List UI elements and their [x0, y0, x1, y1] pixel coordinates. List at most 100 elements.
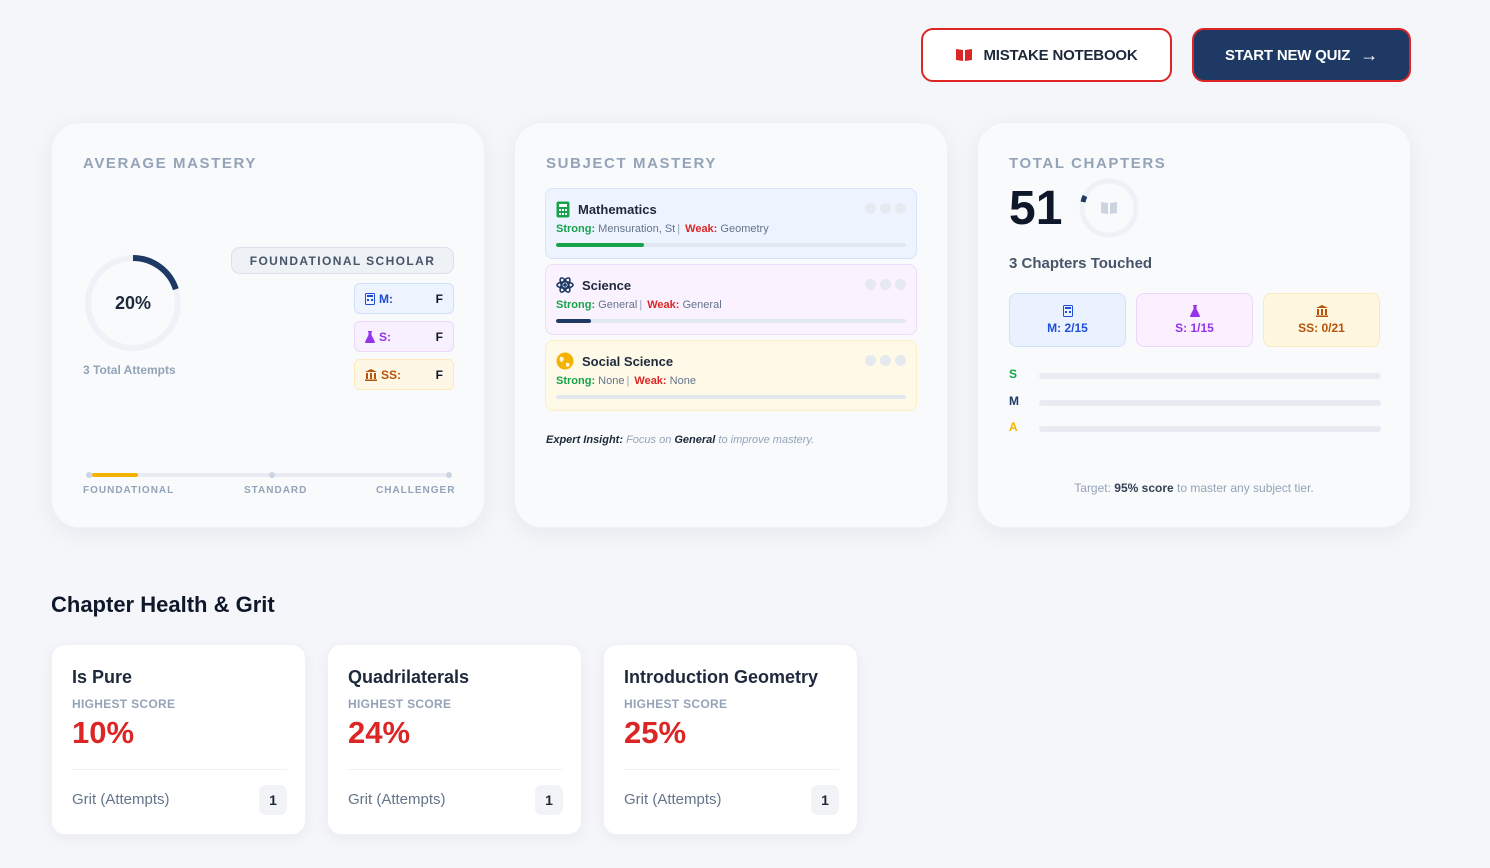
- mistake-notebook-button[interactable]: MISTAKE NOTEBOOK: [921, 28, 1172, 82]
- grade-label-math: M:: [379, 291, 393, 306]
- strong-topics: None: [598, 375, 625, 387]
- grade-value-science: F: [435, 329, 443, 344]
- insight-prefix: Expert Insight:: [546, 434, 624, 446]
- subject-mastery-card: SUBJECT MASTERY Mathematics Strong: Mens…: [514, 122, 948, 528]
- tier-dot-standard: [269, 472, 275, 478]
- target-bold: 95% score: [1114, 481, 1174, 495]
- grade-pill-science: S: F: [354, 321, 454, 352]
- calculator-icon: [365, 292, 375, 305]
- subject-row-social-science[interactable]: Social Science Strong: None | Weak: None: [545, 340, 917, 411]
- landmark-icon: [1315, 305, 1328, 317]
- tier-row-m: M: [1009, 394, 1381, 408]
- tier-dot-challenger: [446, 472, 452, 478]
- chapter-name: Introduction Geometry: [624, 667, 819, 687]
- open-book-icon: [1101, 202, 1117, 214]
- subject-menu-dots: [865, 355, 906, 366]
- flask-icon: [365, 330, 375, 343]
- landmark-icon: [365, 368, 377, 381]
- mastery-percent: 20%: [114, 292, 152, 313]
- subject-row-mathematics[interactable]: Mathematics Strong: Mensuration, St | Wea…: [545, 188, 917, 259]
- expert-insight: Expert Insight: Focus on General to impr…: [546, 434, 814, 446]
- target-note: Target: 95% score to master any subject …: [978, 481, 1410, 495]
- strong-label: Strong:: [556, 299, 596, 311]
- target-suffix: to master any subject tier.: [1173, 481, 1314, 495]
- grit-label: Grit (Attempts): [624, 791, 722, 808]
- grade-label-science: S:: [379, 329, 391, 344]
- globe-icon: [556, 352, 574, 370]
- chapter-name: Quadrilaterals: [348, 667, 470, 687]
- strong-label: Strong:: [556, 223, 596, 235]
- grade-value-social-science: F: [435, 367, 443, 382]
- chapter-box-science: S: 1/15: [1136, 293, 1253, 347]
- subject-row-science[interactable]: Science Strong: General | Weak: General: [545, 264, 917, 335]
- total-chapters-card: TOTAL CHAPTERS 51 3 Chapters Touched M: …: [977, 122, 1411, 528]
- subject-menu-dots: [865, 279, 906, 290]
- chapters-touched: 3 Chapters Touched: [1009, 255, 1153, 272]
- subject-progress-track: [556, 319, 906, 323]
- chapter-card[interactable]: Quadrilaterals HIGHEST SCORE 24% Grit (A…: [327, 644, 582, 835]
- total-attempts: 3 Total Attempts: [83, 363, 176, 377]
- divider: [72, 769, 287, 770]
- grade-label-social-science: SS:: [381, 367, 402, 382]
- subject-name: Mathematics: [578, 201, 657, 217]
- weak-label: Weak:: [634, 375, 667, 387]
- arrow-right-icon: →: [1360, 44, 1379, 65]
- subject-progress-fill: [556, 243, 644, 247]
- average-mastery-card: AVERAGE MASTERY 20% 3 Total Attempts FOU…: [51, 122, 485, 528]
- subject-progress-track: [556, 243, 906, 247]
- strong-topics: Mensuration, St: [598, 223, 676, 235]
- flask-icon: [1189, 305, 1200, 317]
- calculator-icon: [556, 201, 570, 217]
- weak-topics: None: [669, 375, 696, 387]
- strong-topics: General: [598, 299, 638, 311]
- mastery-ring: 20%: [83, 253, 183, 353]
- weak-label: Weak:: [685, 223, 718, 235]
- atom-icon: [556, 277, 574, 293]
- strong-label: Strong:: [556, 375, 596, 387]
- total-chapters-title: TOTAL CHAPTERS: [1009, 155, 1167, 172]
- highest-score-label: HIGHEST SCORE: [348, 697, 452, 711]
- highest-score-value: 24%: [348, 715, 411, 750]
- scholar-badge: FOUNDATIONAL SCHOLAR: [231, 247, 454, 274]
- start-new-quiz-label: START NEW QUIZ: [1224, 46, 1351, 64]
- chapter-card[interactable]: Introduction Geometry HIGHEST SCORE 25% …: [603, 644, 858, 835]
- grade-pill-social-science: SS: F: [354, 359, 454, 390]
- attempts-count-badge: 1: [811, 785, 839, 815]
- tier-row-bar: [1039, 400, 1381, 406]
- chapter-box-label: M: 2/15: [1047, 321, 1088, 335]
- tier-row-letter: A: [1009, 420, 1018, 434]
- tier-label-standard: STANDARD: [244, 485, 308, 496]
- weak-topics: Geometry: [720, 223, 769, 235]
- grit-label: Grit (Attempts): [348, 791, 446, 808]
- attempts-count-badge: 1: [535, 785, 563, 815]
- chapter-name: Is Pure: [72, 667, 133, 687]
- subject-progress-track: [556, 395, 906, 399]
- tier-progress-fill: [92, 473, 138, 477]
- chapter-box-math: M: 2/15: [1009, 293, 1126, 347]
- chapter-card[interactable]: Is Pure HIGHEST SCORE 10% Grit (Attempts…: [51, 644, 306, 835]
- grade-value-math: F: [435, 291, 443, 306]
- book-icon: [956, 49, 973, 61]
- average-mastery-title: AVERAGE MASTERY: [83, 155, 258, 172]
- grit-label: Grit (Attempts): [72, 791, 170, 808]
- highest-score-label: HIGHEST SCORE: [624, 697, 728, 711]
- weak-label: Weak:: [647, 299, 680, 311]
- tier-dot-foundational: [86, 472, 92, 478]
- chapter-box-social-science: SS: 0/21: [1263, 293, 1380, 347]
- subject-name: Science: [582, 277, 632, 293]
- target-prefix: Target:: [1074, 481, 1115, 495]
- subject-progress-fill: [556, 319, 591, 323]
- highest-score-label: HIGHEST SCORE: [72, 697, 176, 711]
- start-new-quiz-button[interactable]: START NEW QUIZ →: [1192, 28, 1411, 82]
- tier-row-bar: [1039, 373, 1381, 379]
- chapter-box-label: S: 1/15: [1175, 321, 1214, 335]
- tier-row-bar: [1039, 426, 1381, 432]
- tier-progress-track: [86, 472, 452, 478]
- tier-row-a: A: [1009, 420, 1381, 434]
- highest-score-value: 25%: [624, 715, 687, 750]
- mastery-ring-fill: [85, 255, 181, 351]
- attempts-count-badge: 1: [259, 785, 287, 815]
- total-chapters-count: 51: [1009, 182, 1063, 235]
- chapter-box-label: SS: 0/21: [1298, 321, 1345, 335]
- tier-label-challenger: CHALLENGER: [376, 485, 456, 496]
